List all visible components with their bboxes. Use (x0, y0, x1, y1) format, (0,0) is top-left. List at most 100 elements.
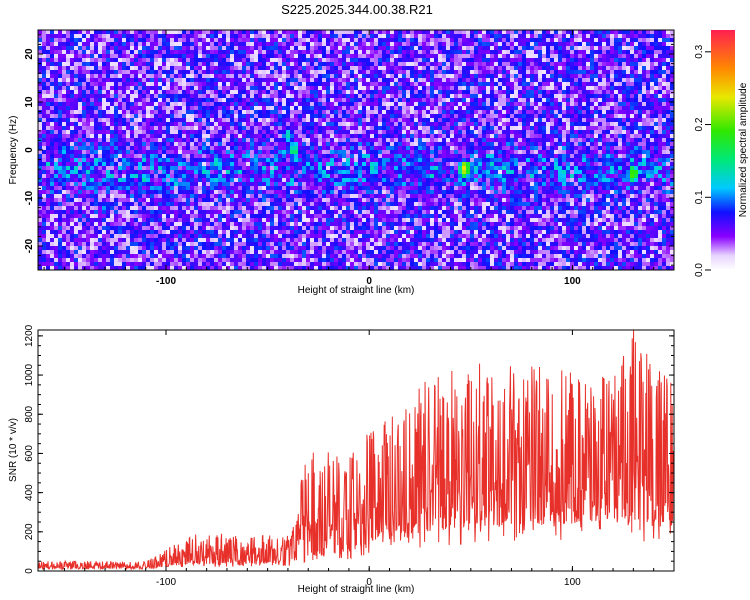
heatmap-cell (418, 46, 423, 51)
heatmap-cell (534, 86, 539, 91)
heatmap-cell (346, 58, 351, 63)
heatmap-cell (46, 34, 51, 39)
heatmap-cell (186, 142, 191, 147)
heatmap-cell (646, 114, 651, 119)
heatmap-cell (574, 118, 579, 123)
heatmap-cell (526, 106, 531, 111)
heatmap-cell (538, 94, 543, 99)
heatmap-cell (546, 46, 551, 51)
heatmap-cell (118, 114, 123, 119)
heatmap-cell (302, 58, 307, 63)
heatmap-cell (142, 122, 147, 127)
heatmap-cell (206, 114, 211, 119)
heatmap-cell (114, 82, 119, 87)
heatmap-cell (58, 34, 63, 39)
heatmap-cell (602, 110, 607, 115)
heatmap-cell (554, 114, 559, 119)
heatmap-cell (662, 34, 667, 39)
heatmap-cell (202, 38, 207, 43)
heatmap-cell (606, 78, 611, 83)
heatmap-cell (154, 70, 159, 75)
heatmap-cell (390, 86, 395, 91)
heatmap-cell (218, 114, 223, 119)
heatmap-cell (510, 58, 515, 63)
heatmap-cell (214, 118, 219, 123)
heatmap-cell (490, 58, 495, 63)
heatmap-cell (290, 34, 295, 39)
heatmap-cell (206, 86, 211, 91)
heatmap-cell (374, 110, 379, 115)
heatmap-cell (370, 114, 375, 119)
heatmap-cell (634, 130, 639, 135)
heatmap-cell (410, 110, 415, 115)
heatmap-cell (90, 34, 95, 39)
heatmap-cell (438, 58, 443, 63)
heatmap-cell (262, 54, 267, 59)
heatmap-cell (450, 70, 455, 75)
heatmap-cell (174, 54, 179, 59)
heatmap-cell (270, 118, 275, 123)
heatmap-cell (346, 86, 351, 91)
heatmap-cell (54, 146, 59, 151)
heatmap-cell (634, 90, 639, 95)
heatmap-cell (230, 82, 235, 87)
heatmap-cell (210, 154, 215, 159)
heatmap-cell (566, 102, 571, 107)
heatmap-cell (174, 114, 179, 119)
heatmap-cell (634, 82, 639, 87)
heatmap-cell (306, 54, 311, 59)
heatmap-cell (330, 82, 335, 87)
heatmap-cell (574, 74, 579, 79)
heatmap-cell (470, 106, 475, 111)
heatmap-cell (118, 146, 123, 151)
heatmap-cell (146, 30, 151, 35)
heatmap-cell (318, 134, 323, 139)
heatmap-cell (630, 74, 635, 79)
heatmap-cell (274, 30, 279, 35)
heatmap-cell (114, 122, 119, 127)
heatmap-cell (334, 82, 339, 87)
heatmap-cell (378, 106, 383, 111)
heatmap-cell (214, 154, 219, 159)
heatmap-cell (238, 90, 243, 95)
heatmap-cell (482, 46, 487, 51)
heatmap-cell (214, 50, 219, 55)
heatmap-cell (642, 74, 647, 79)
heatmap-cell (186, 66, 191, 71)
heatmap-cell (346, 142, 351, 147)
heatmap-cell (74, 54, 79, 59)
heatmap-cell (378, 38, 383, 43)
heatmap-cell (586, 86, 591, 91)
heatmap-cell (142, 154, 147, 159)
heatmap-cell (650, 110, 655, 115)
heatmap-cell (422, 150, 427, 155)
heatmap-cell (410, 102, 415, 107)
heatmap-cell (586, 138, 591, 143)
heatmap-cell (434, 110, 439, 115)
heatmap-cell (614, 142, 619, 147)
heatmap-cell (526, 142, 531, 147)
heatmap-cell (466, 138, 471, 143)
heatmap-cell (274, 150, 279, 155)
heatmap-cell (414, 54, 419, 59)
heatmap-cell (514, 82, 519, 87)
heatmap-cell (126, 98, 131, 103)
heatmap-cell (74, 150, 79, 155)
heatmap-cell (246, 94, 251, 99)
heatmap-cell (274, 86, 279, 91)
heatmap-cell (390, 66, 395, 71)
heatmap-cell (238, 86, 243, 91)
heatmap-cell (194, 46, 199, 51)
heatmap-cell (358, 130, 363, 135)
heatmap-cell (446, 62, 451, 67)
heatmap-cell (342, 142, 347, 147)
heatmap-cell (154, 34, 159, 39)
heatmap-cell (318, 66, 323, 71)
heatmap-cell (126, 50, 131, 55)
heatmap-cell (602, 70, 607, 75)
heatmap-cell (154, 94, 159, 99)
heatmap-cell (210, 34, 215, 39)
heatmap-cell (378, 62, 383, 67)
heatmap-cell (102, 126, 107, 131)
heatmap-cell (326, 30, 331, 35)
